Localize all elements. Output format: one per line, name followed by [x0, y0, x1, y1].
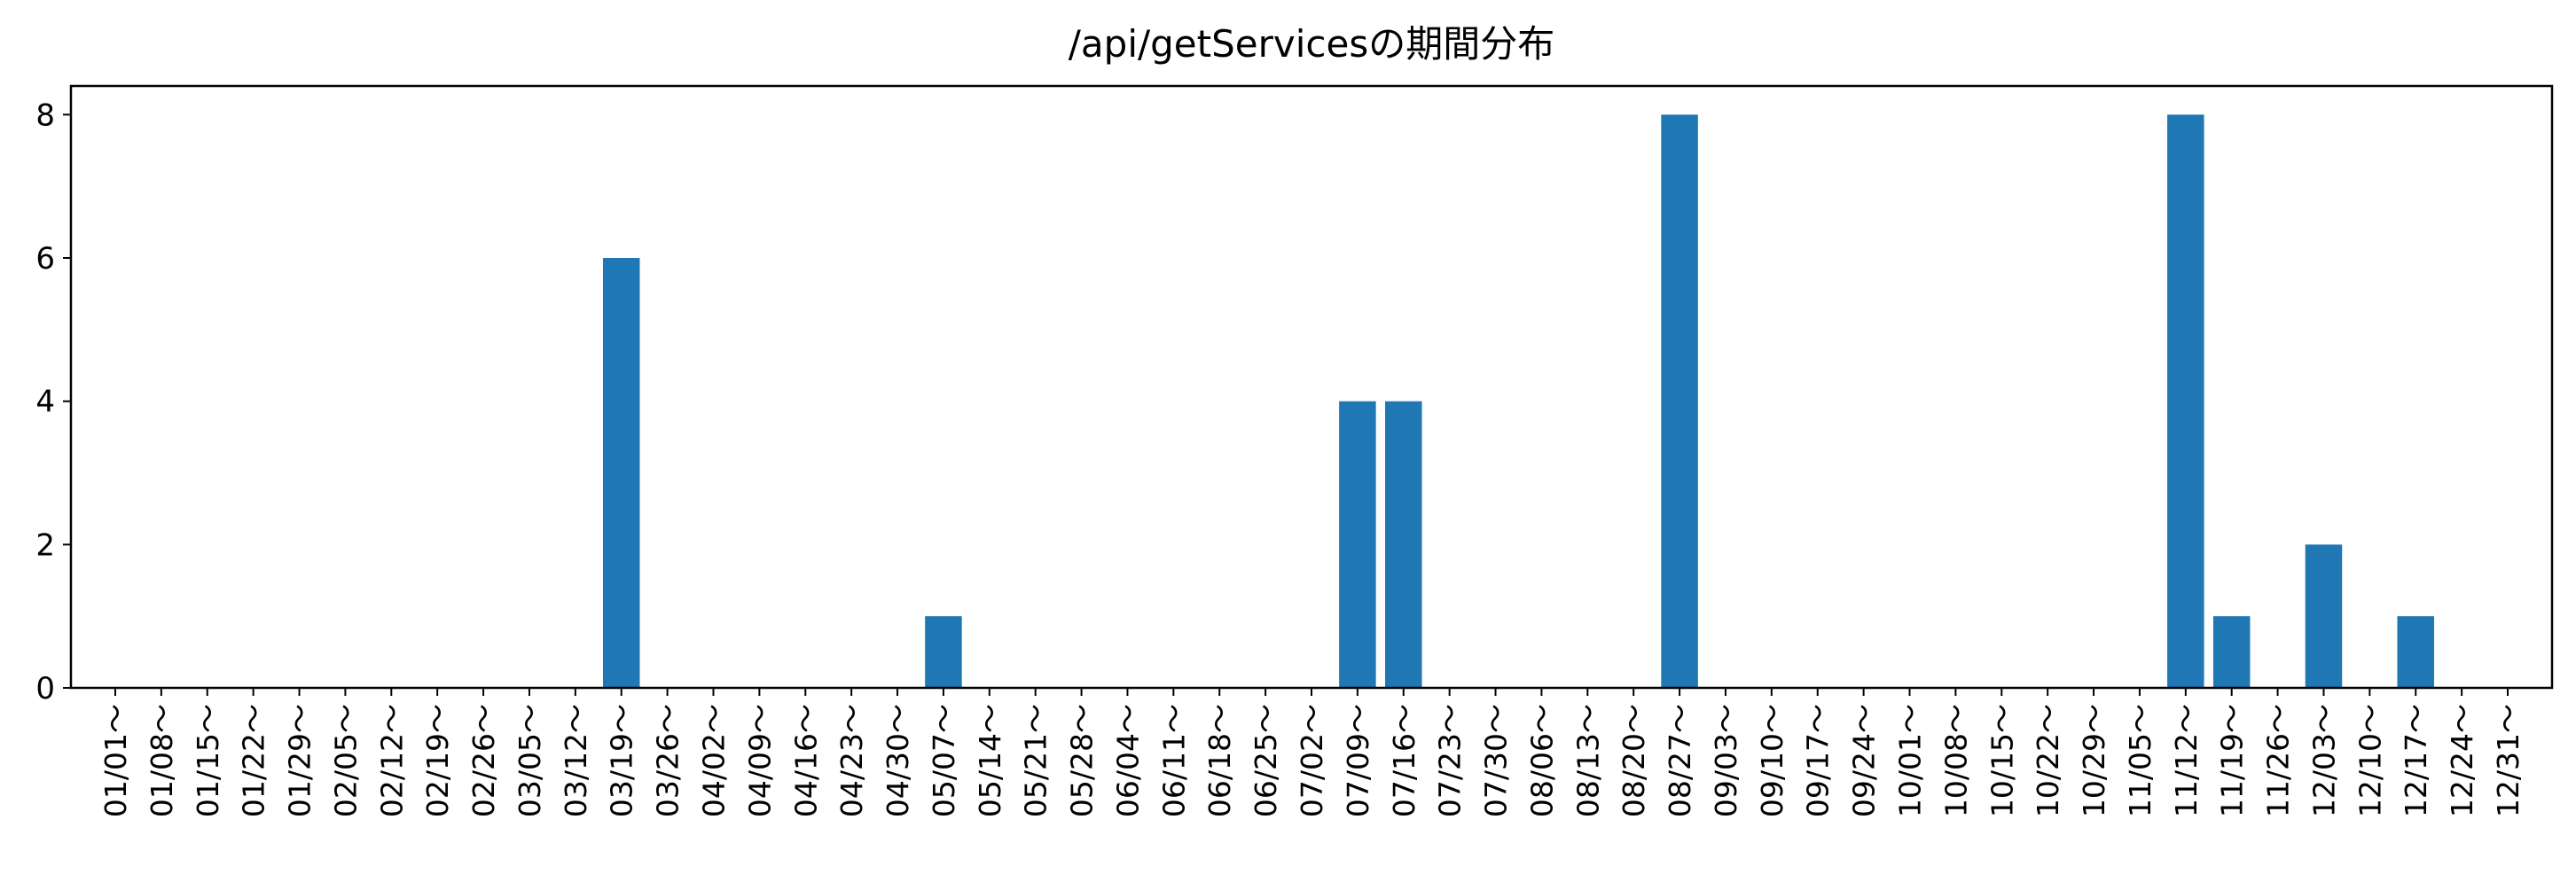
- x-tick-label: 08/06～: [1524, 704, 1559, 817]
- x-tick-label: 03/19～: [605, 704, 639, 817]
- x-tick-label: 07/16～: [1387, 704, 1421, 817]
- x-tick-label: 05/21～: [1019, 704, 1053, 817]
- bar: [2305, 544, 2343, 688]
- x-tick-label: 12/17～: [2399, 704, 2433, 817]
- x-tick-label: 10/01～: [1893, 704, 1928, 817]
- x-tick-label: 06/18～: [1202, 704, 1237, 817]
- x-tick-label: 06/04～: [1110, 704, 1145, 817]
- x-tick-label: 02/26～: [466, 704, 501, 817]
- x-tick-label: 10/29～: [2077, 704, 2111, 817]
- x-tick-label: 07/30～: [1479, 704, 1514, 817]
- x-tick-label: 11/05～: [2123, 704, 2157, 817]
- y-tick-label: 6: [35, 241, 55, 277]
- x-tick-label: 07/23～: [1433, 704, 1468, 817]
- x-tick-label: 01/01～: [98, 704, 133, 817]
- x-tick-label: 11/26～: [2261, 704, 2296, 817]
- x-tick-label: 07/02～: [1295, 704, 1329, 817]
- x-tick-label: 12/10～: [2353, 704, 2387, 817]
- x-tick-label: 10/15～: [1985, 704, 2019, 817]
- bars: [602, 114, 2434, 688]
- y-axis: 0 2 4 6 8: [35, 98, 71, 706]
- x-tick-label: 01/08～: [145, 704, 179, 817]
- x-tick-label: 01/22～: [237, 704, 271, 817]
- bar: [925, 616, 962, 688]
- bar: [1661, 114, 1698, 688]
- x-tick-label: 09/10～: [1755, 704, 1789, 817]
- x-tick-label: 11/12～: [2169, 704, 2204, 817]
- x-tick-label: 08/27～: [1663, 704, 1697, 817]
- x-tick-label: 11/19～: [2215, 704, 2250, 817]
- x-tick-label: 03/12～: [559, 704, 593, 817]
- x-tick-label: 12/03～: [2306, 704, 2341, 817]
- bar: [2212, 616, 2251, 688]
- bar: [2397, 616, 2434, 688]
- x-tick-label: 03/05～: [513, 704, 547, 817]
- x-tick-label: 06/11～: [1156, 704, 1191, 817]
- chart-title: /api/getServicesの期間分布: [1069, 22, 1554, 66]
- x-tick-label: 02/12～: [374, 704, 409, 817]
- x-tick-label: 05/14～: [973, 704, 1007, 817]
- x-tick-label: 10/22～: [2031, 704, 2065, 817]
- x-tick-label: 12/31～: [2491, 704, 2525, 817]
- x-tick-label: 06/25～: [1249, 704, 1283, 817]
- x-tick-label: 03/26～: [651, 704, 685, 817]
- x-tick-label: 02/19～: [420, 704, 455, 817]
- x-tick-label: 12/24～: [2445, 704, 2479, 817]
- x-tick-label: 04/30～: [881, 704, 915, 817]
- y-tick-label: 2: [35, 527, 55, 563]
- bar: [1385, 401, 1422, 688]
- x-tick-label: 02/05～: [328, 704, 363, 817]
- x-tick-label: 10/08～: [1938, 704, 1973, 817]
- y-tick-label: 0: [35, 671, 55, 706]
- x-tick-label: 01/29～: [283, 704, 317, 817]
- x-tick-label: 05/07～: [927, 704, 961, 817]
- y-tick-label: 4: [35, 385, 55, 420]
- x-tick-label: 08/13～: [1570, 704, 1605, 817]
- x-tick-label: 04/16～: [788, 704, 823, 817]
- y-tick-label: 8: [35, 98, 55, 133]
- plot-frame: [69, 84, 2554, 690]
- x-tick-label: 04/02～: [697, 704, 732, 817]
- bar: [602, 258, 640, 688]
- x-tick-label: 09/24～: [1847, 704, 1882, 817]
- bar: [1339, 401, 1376, 688]
- x-tick-label: 08/20～: [1617, 704, 1651, 817]
- x-tick-label: 04/09～: [742, 704, 777, 817]
- x-axis: 01/01～ 01/08～ 01/15～ 01/22～ 01/29～ 02/05～ 02/1…: [98, 688, 2525, 817]
- x-tick-label: 07/09～: [1341, 704, 1375, 817]
- x-tick-label: 09/17～: [1801, 704, 1836, 817]
- x-tick-label: 01/15～: [191, 704, 225, 817]
- bar: [2167, 114, 2204, 688]
- x-tick-label: 05/28～: [1065, 704, 1100, 817]
- x-tick-label: 09/03～: [1709, 704, 1743, 817]
- x-tick-label: 04/23～: [834, 704, 869, 817]
